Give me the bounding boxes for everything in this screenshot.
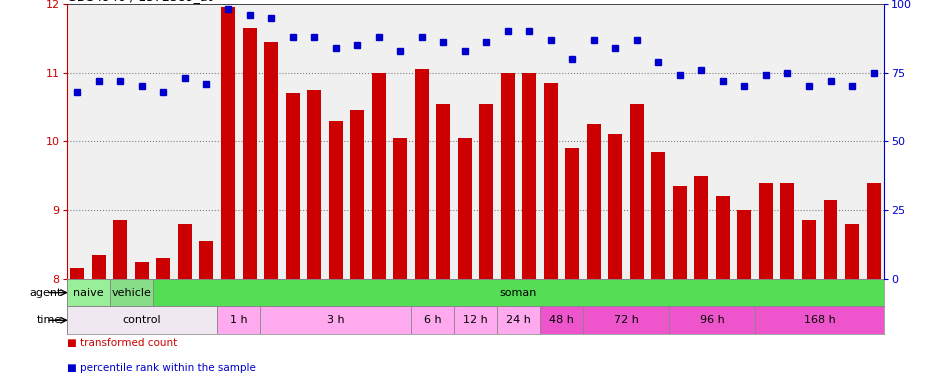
Bar <box>523 73 536 279</box>
Bar <box>135 262 149 279</box>
Text: 168 h: 168 h <box>804 315 835 325</box>
Bar <box>70 268 84 279</box>
FancyBboxPatch shape <box>67 279 110 306</box>
Bar <box>823 200 837 279</box>
Bar <box>716 196 730 279</box>
Bar <box>544 83 558 279</box>
FancyBboxPatch shape <box>153 279 884 306</box>
Bar <box>92 255 105 279</box>
FancyBboxPatch shape <box>755 306 884 334</box>
Bar <box>651 152 665 279</box>
Text: agent: agent <box>30 288 62 298</box>
Text: 72 h: 72 h <box>613 315 638 325</box>
Bar <box>307 90 321 279</box>
Bar <box>328 121 342 279</box>
FancyBboxPatch shape <box>497 306 540 334</box>
Text: 1 h: 1 h <box>230 315 248 325</box>
Bar <box>372 73 386 279</box>
Bar <box>414 69 428 279</box>
Bar <box>500 73 514 279</box>
Bar <box>609 134 623 279</box>
FancyBboxPatch shape <box>669 306 755 334</box>
FancyBboxPatch shape <box>454 306 497 334</box>
Text: vehicle: vehicle <box>111 288 151 298</box>
Text: time: time <box>37 315 62 325</box>
Bar <box>350 110 364 279</box>
Bar <box>221 7 235 279</box>
Bar <box>458 138 472 279</box>
Text: 12 h: 12 h <box>463 315 487 325</box>
Bar <box>242 28 256 279</box>
Bar <box>672 186 687 279</box>
Bar <box>437 104 450 279</box>
Bar <box>630 104 644 279</box>
Bar <box>781 182 795 279</box>
Text: 24 h: 24 h <box>506 315 531 325</box>
Bar <box>200 241 214 279</box>
Bar <box>845 224 859 279</box>
Text: 6 h: 6 h <box>424 315 441 325</box>
Bar <box>737 210 751 279</box>
Text: control: control <box>123 315 161 325</box>
Text: 48 h: 48 h <box>549 315 574 325</box>
Bar <box>286 93 300 279</box>
Bar <box>867 182 881 279</box>
FancyBboxPatch shape <box>583 306 669 334</box>
Text: ■ transformed count: ■ transformed count <box>67 338 177 348</box>
Bar <box>565 148 579 279</box>
FancyBboxPatch shape <box>540 306 583 334</box>
Text: soman: soman <box>500 288 537 298</box>
Bar <box>802 220 816 279</box>
Text: naive: naive <box>73 288 104 298</box>
FancyBboxPatch shape <box>411 306 454 334</box>
Bar <box>114 220 128 279</box>
FancyBboxPatch shape <box>67 306 217 334</box>
Bar <box>695 176 709 279</box>
FancyBboxPatch shape <box>260 306 411 334</box>
FancyBboxPatch shape <box>217 306 260 334</box>
Text: 96 h: 96 h <box>700 315 724 325</box>
Bar <box>178 224 192 279</box>
Bar <box>479 104 493 279</box>
Bar <box>264 41 278 279</box>
Bar <box>156 258 170 279</box>
Text: GDS4940 / 1372389_at: GDS4940 / 1372389_at <box>67 0 212 3</box>
Bar <box>586 124 601 279</box>
Text: ■ percentile rank within the sample: ■ percentile rank within the sample <box>67 363 255 373</box>
FancyBboxPatch shape <box>110 279 153 306</box>
Bar <box>758 182 773 279</box>
Text: 3 h: 3 h <box>327 315 344 325</box>
Bar <box>393 138 407 279</box>
